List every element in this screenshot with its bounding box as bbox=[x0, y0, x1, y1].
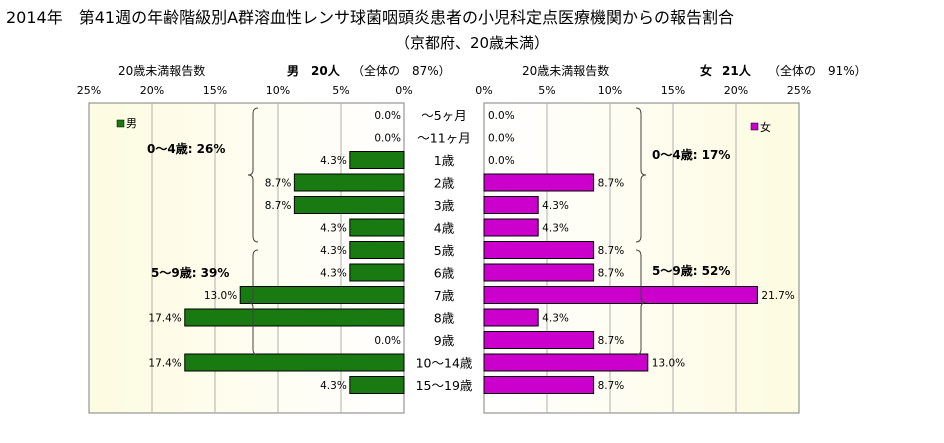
age-group-bracket bbox=[635, 107, 647, 243]
male-value-label: 4.3% bbox=[320, 245, 347, 257]
male-bar bbox=[349, 263, 405, 282]
male-group-label-0-4: 0～4歳: 26% bbox=[147, 141, 225, 156]
legend-label-female: 女 bbox=[760, 120, 771, 134]
male-value-label: 0.0% bbox=[374, 335, 401, 347]
chart-subtitle: （京都府、20歳未満） bbox=[394, 34, 550, 52]
right-x-tick-label: 25% bbox=[787, 84, 811, 97]
right-x-tick-label: 5% bbox=[538, 84, 555, 97]
female-group-label-0-4: 0～4歳: 17% bbox=[652, 147, 730, 162]
right-x-tick-label: 15% bbox=[661, 84, 685, 97]
right-x-tick-label: 0% bbox=[475, 84, 492, 97]
female-bar bbox=[483, 196, 539, 214]
female-group-label-5-9: 5～9歳: 52% bbox=[652, 263, 730, 278]
chart-title: 2014年 第41週の年齢階級別A群溶血性レンサ球菌咽頭炎患者の小児科定点医療機… bbox=[6, 8, 735, 27]
male-value-label: 17.4% bbox=[148, 313, 181, 325]
age-category-label: 15～19歳 bbox=[416, 378, 473, 393]
female-value-label: 8.7% bbox=[598, 268, 625, 280]
left-x-tick-label: 20% bbox=[140, 84, 164, 97]
male-bar bbox=[293, 173, 405, 192]
left-header-label: 20歳未満報告数 bbox=[118, 64, 206, 78]
female-value-label: 8.7% bbox=[598, 335, 625, 347]
age-group-bracket bbox=[635, 249, 647, 356]
male-value-label: 4.3% bbox=[320, 223, 347, 235]
right-header-share: （全体の 91%） bbox=[768, 64, 867, 78]
age-category-label: 1歳 bbox=[434, 153, 455, 168]
legend-swatch-female bbox=[750, 122, 759, 131]
right-header-label: 20歳未満報告数 bbox=[522, 64, 610, 78]
female-value-label: 0.0% bbox=[488, 155, 515, 167]
female-value-label: 0.0% bbox=[488, 110, 515, 122]
age-category-label: 6歳 bbox=[434, 266, 455, 281]
female-bar bbox=[483, 263, 595, 282]
male-bar bbox=[184, 353, 405, 372]
age-group-bracket bbox=[247, 249, 259, 356]
left-x-tick-label: 0% bbox=[395, 84, 412, 97]
left-header-sex: 男 bbox=[287, 64, 300, 78]
female-value-label: 8.7% bbox=[598, 380, 625, 392]
female-bar bbox=[483, 353, 649, 372]
male-value-label: 0.0% bbox=[374, 110, 401, 122]
male-value-label: 4.3% bbox=[320, 380, 347, 392]
left-x-tick-label: 25% bbox=[77, 84, 101, 97]
left-x-tick-label: 5% bbox=[332, 84, 349, 97]
age-category-label: 5歳 bbox=[434, 243, 455, 258]
male-value-label: 0.0% bbox=[374, 133, 401, 145]
legend-swatch-male bbox=[116, 119, 125, 128]
male-value-label: 17.4% bbox=[148, 358, 181, 370]
female-value-label: 8.7% bbox=[598, 178, 625, 190]
female-value-label: 13.0% bbox=[652, 358, 685, 370]
male-value-label: 13.0% bbox=[204, 290, 237, 302]
male-bar bbox=[349, 151, 405, 169]
age-category-label: 10～14歳 bbox=[416, 356, 473, 371]
male-value-label: 4.3% bbox=[320, 268, 347, 280]
male-bar bbox=[349, 376, 405, 394]
male-value-label: 8.7% bbox=[265, 200, 292, 212]
female-bar bbox=[483, 286, 758, 304]
right-x-tick-label: 10% bbox=[598, 84, 622, 97]
left-header-count: 20人 bbox=[311, 64, 340, 78]
male-bar bbox=[349, 241, 405, 259]
right-x-tick-label: 20% bbox=[724, 84, 748, 97]
right-header-sex: 女 bbox=[700, 64, 713, 78]
age-category-label: 2歳 bbox=[434, 176, 455, 191]
female-value-label: 4.3% bbox=[542, 200, 569, 212]
male-bar bbox=[349, 218, 405, 237]
female-bar bbox=[483, 331, 595, 349]
male-value-label: 4.3% bbox=[320, 155, 347, 167]
age-category-label: ～5ヶ月 bbox=[421, 108, 466, 123]
age-category-label: 8歳 bbox=[434, 311, 455, 326]
age-category-label: 7歳 bbox=[434, 288, 455, 303]
male-bar bbox=[293, 196, 405, 214]
age-category-label: 3歳 bbox=[434, 198, 455, 213]
female-value-label: 21.7% bbox=[761, 290, 794, 302]
female-bar bbox=[483, 241, 595, 259]
age-category-label: 9歳 bbox=[434, 333, 455, 348]
female-value-label: 8.7% bbox=[598, 245, 625, 257]
male-bar bbox=[184, 308, 405, 327]
age-category-label: 4歳 bbox=[434, 221, 455, 236]
female-value-label: 0.0% bbox=[488, 133, 515, 145]
male-bar bbox=[239, 286, 405, 304]
age-group-bracket bbox=[247, 107, 259, 243]
female-value-label: 4.3% bbox=[542, 313, 569, 325]
legend-label-male: 男 bbox=[126, 117, 137, 130]
age-category-label: ～11ヶ月 bbox=[417, 131, 470, 146]
female-value-label: 4.3% bbox=[542, 223, 569, 235]
female-bar bbox=[483, 308, 539, 327]
right-header-count: 21人 bbox=[722, 64, 751, 78]
left-header-share: （全体の 87%） bbox=[352, 64, 451, 78]
female-bar bbox=[483, 218, 539, 237]
female-bar bbox=[483, 173, 595, 192]
left-x-tick-label: 15% bbox=[203, 84, 227, 97]
left-x-tick-label: 10% bbox=[266, 84, 290, 97]
male-value-label: 8.7% bbox=[265, 178, 292, 190]
male-group-label-5-9: 5～9歳: 39% bbox=[151, 265, 229, 280]
female-bar bbox=[483, 376, 595, 394]
